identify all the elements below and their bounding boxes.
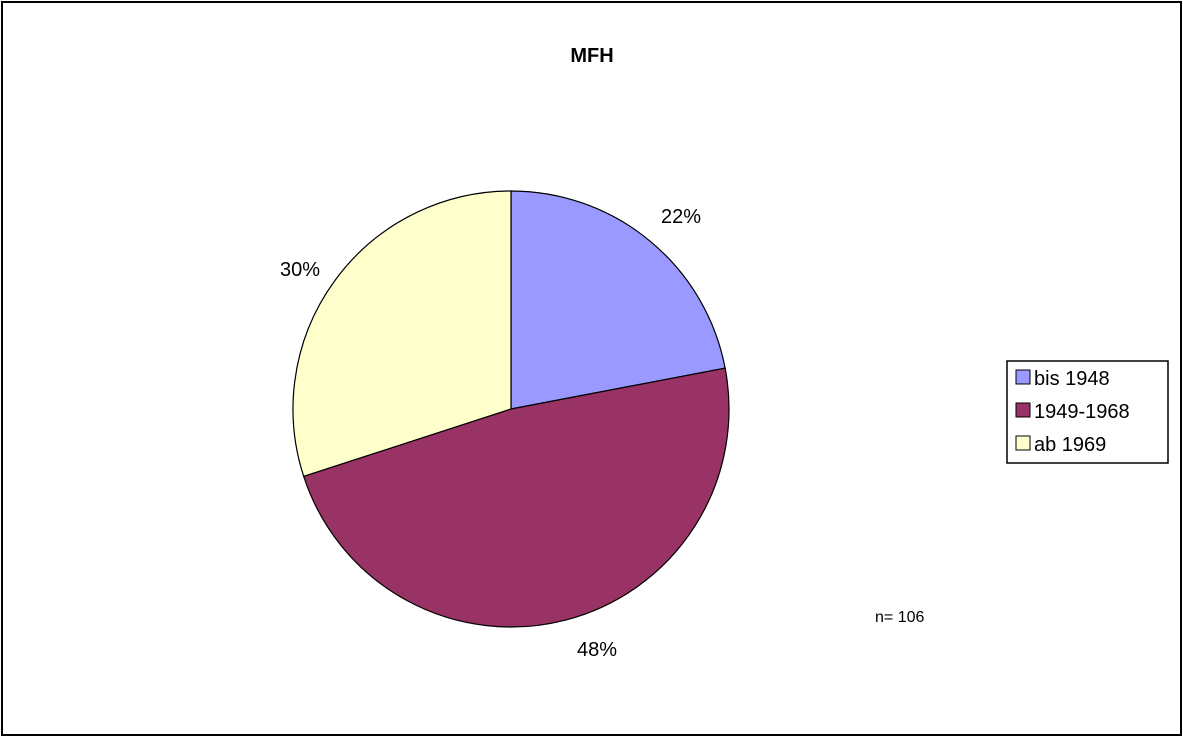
slice-label-1: 22% xyxy=(661,206,701,228)
legend-items: bis 1948 1949-1968 ab 1969 xyxy=(1015,368,1130,456)
slice-label-2: 48% xyxy=(577,639,617,661)
pie-slices xyxy=(292,190,730,628)
legend-swatch-3 xyxy=(1015,435,1031,451)
pie-slice-2 xyxy=(302,367,730,628)
legend: bis 1948 1949-1968 ab 1969 xyxy=(1006,360,1169,464)
sample-size-note: n= 106 xyxy=(875,609,924,626)
slice-labels: 22% 48% 30% xyxy=(280,206,701,661)
legend-label-3: ab 1969 xyxy=(1034,434,1106,456)
legend-swatch-1 xyxy=(1015,369,1031,385)
legend-box xyxy=(1006,360,1169,464)
chart-title: MFH xyxy=(570,45,613,67)
pie-slice-1 xyxy=(510,190,726,410)
slice-label-3: 30% xyxy=(280,259,320,281)
legend-label-1: bis 1948 xyxy=(1034,368,1110,390)
legend-label-2: 1949-1968 xyxy=(1034,401,1130,423)
pie-slice-3 xyxy=(292,190,512,478)
legend-swatch-2 xyxy=(1015,402,1031,418)
